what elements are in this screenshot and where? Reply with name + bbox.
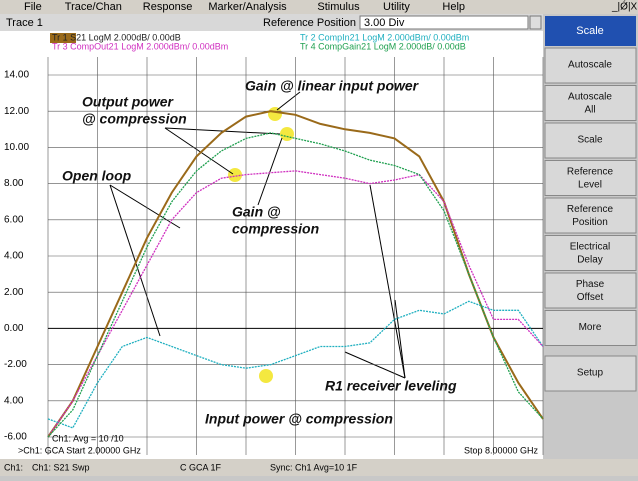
menu-item[interactable]: Stimulus <box>317 1 360 13</box>
status-item: Ch1: S21 Swp <box>32 462 90 472</box>
y-tick-label: 12.00 <box>4 106 29 117</box>
trace-label: Trace 1 <box>6 17 43 29</box>
annotation: compression <box>232 221 319 237</box>
annotation: Output power <box>82 94 175 110</box>
annotation: Open loop <box>62 168 132 184</box>
marker <box>268 107 282 121</box>
spinner[interactable] <box>529 15 542 30</box>
annotation: @ compression <box>82 111 187 127</box>
legend-active <box>50 33 76 43</box>
menu-item[interactable]: File <box>24 1 42 13</box>
softkey-label: Autoscale <box>568 60 612 71</box>
y-tick-label: 10.00 <box>4 142 29 153</box>
status-item: C GCA 1F <box>180 462 222 472</box>
legend-entry: Tr 1 S21 LogM 2.000dB/ 0.00dB <box>52 32 181 42</box>
y-tick-label: 6.00 <box>4 214 24 225</box>
softkey-label: Autoscale All <box>568 91 612 115</box>
softkey[interactable] <box>544 310 637 346</box>
softkey-label: Phase Offset <box>576 279 605 303</box>
softkey-header-text: Scale <box>576 25 604 37</box>
footer-avg: Ch1: Avg = 10 /10 <box>52 433 124 443</box>
y-tick-label: 2.00 <box>4 287 24 298</box>
annotation: Input power @ compression <box>205 411 393 427</box>
y-tick-label: 4.00 <box>4 395 24 406</box>
annotation: Gain @ <box>232 204 281 220</box>
softkey[interactable] <box>544 47 637 84</box>
menu-item[interactable]: Utility <box>383 1 410 13</box>
softkey-label: Scale <box>577 135 602 146</box>
y-tick-label: -2.00 <box>4 359 27 370</box>
softkey-label: Reference Level <box>567 166 614 190</box>
trace <box>47 132 544 438</box>
y-tick-label: 0.00 <box>4 323 24 334</box>
softkey[interactable] <box>544 160 637 196</box>
legend-entry: Tr 2 CompIn21 LogM 2.000dBm/ 0.00dBm <box>300 32 469 42</box>
footer-start: >Ch1: GCA Start 2.00000 GHz <box>18 445 141 455</box>
y-tick-label: -6.00 <box>4 432 27 443</box>
menu-item[interactable]: Response <box>143 1 193 13</box>
menu-item[interactable]: Help <box>442 1 465 13</box>
field-box[interactable] <box>359 15 529 30</box>
softkey[interactable] <box>544 197 637 234</box>
softkey[interactable] <box>544 355 637 392</box>
trace <box>47 170 544 438</box>
legend-entry: Tr 3 CompOut21 LogM 2.000dBm/ 0.00dBm <box>52 41 228 51</box>
softkey-label: Electrical Delay <box>570 241 611 265</box>
softkey[interactable] <box>544 85 637 121</box>
plot-area <box>0 31 543 459</box>
status-bar <box>0 459 638 476</box>
marker <box>228 168 242 182</box>
softkey-label: Reference Position <box>567 204 614 228</box>
field-label: Reference Position <box>263 17 356 29</box>
footer-stop: Stop 8.00000 GHz <box>464 445 539 455</box>
status-item: Ch1: <box>4 462 23 472</box>
softkey[interactable] <box>544 272 637 309</box>
marker <box>259 369 273 383</box>
softkey-label: More <box>579 322 602 333</box>
annotation: Gain @ linear input power <box>245 78 420 94</box>
y-tick-label: 14.00 <box>4 70 29 81</box>
menu-item[interactable]: Marker/Analysis <box>208 1 287 13</box>
legend-entry: Tr 4 CompGain21 LogM 2.000dB/ 0.00dB <box>300 41 466 51</box>
y-tick-label: 4.00 <box>4 251 24 262</box>
menu-item[interactable]: Trace/Chan <box>65 1 122 13</box>
trace <box>47 300 544 429</box>
status-item: Sync: Ch1 Avg=10 1F <box>270 462 358 472</box>
field-value: 3.00 Div <box>364 17 405 29</box>
menu-bar <box>0 0 638 14</box>
softkey-label: Setup <box>577 368 604 379</box>
annotation: R1 receiver leveling <box>325 378 457 394</box>
softkey[interactable] <box>544 122 637 159</box>
softkey[interactable] <box>544 235 637 271</box>
softkey-header <box>545 16 636 46</box>
trace <box>47 110 544 438</box>
window-buttons: _|Ǿ|X <box>611 0 638 13</box>
y-tick-label: 8.00 <box>4 178 24 189</box>
